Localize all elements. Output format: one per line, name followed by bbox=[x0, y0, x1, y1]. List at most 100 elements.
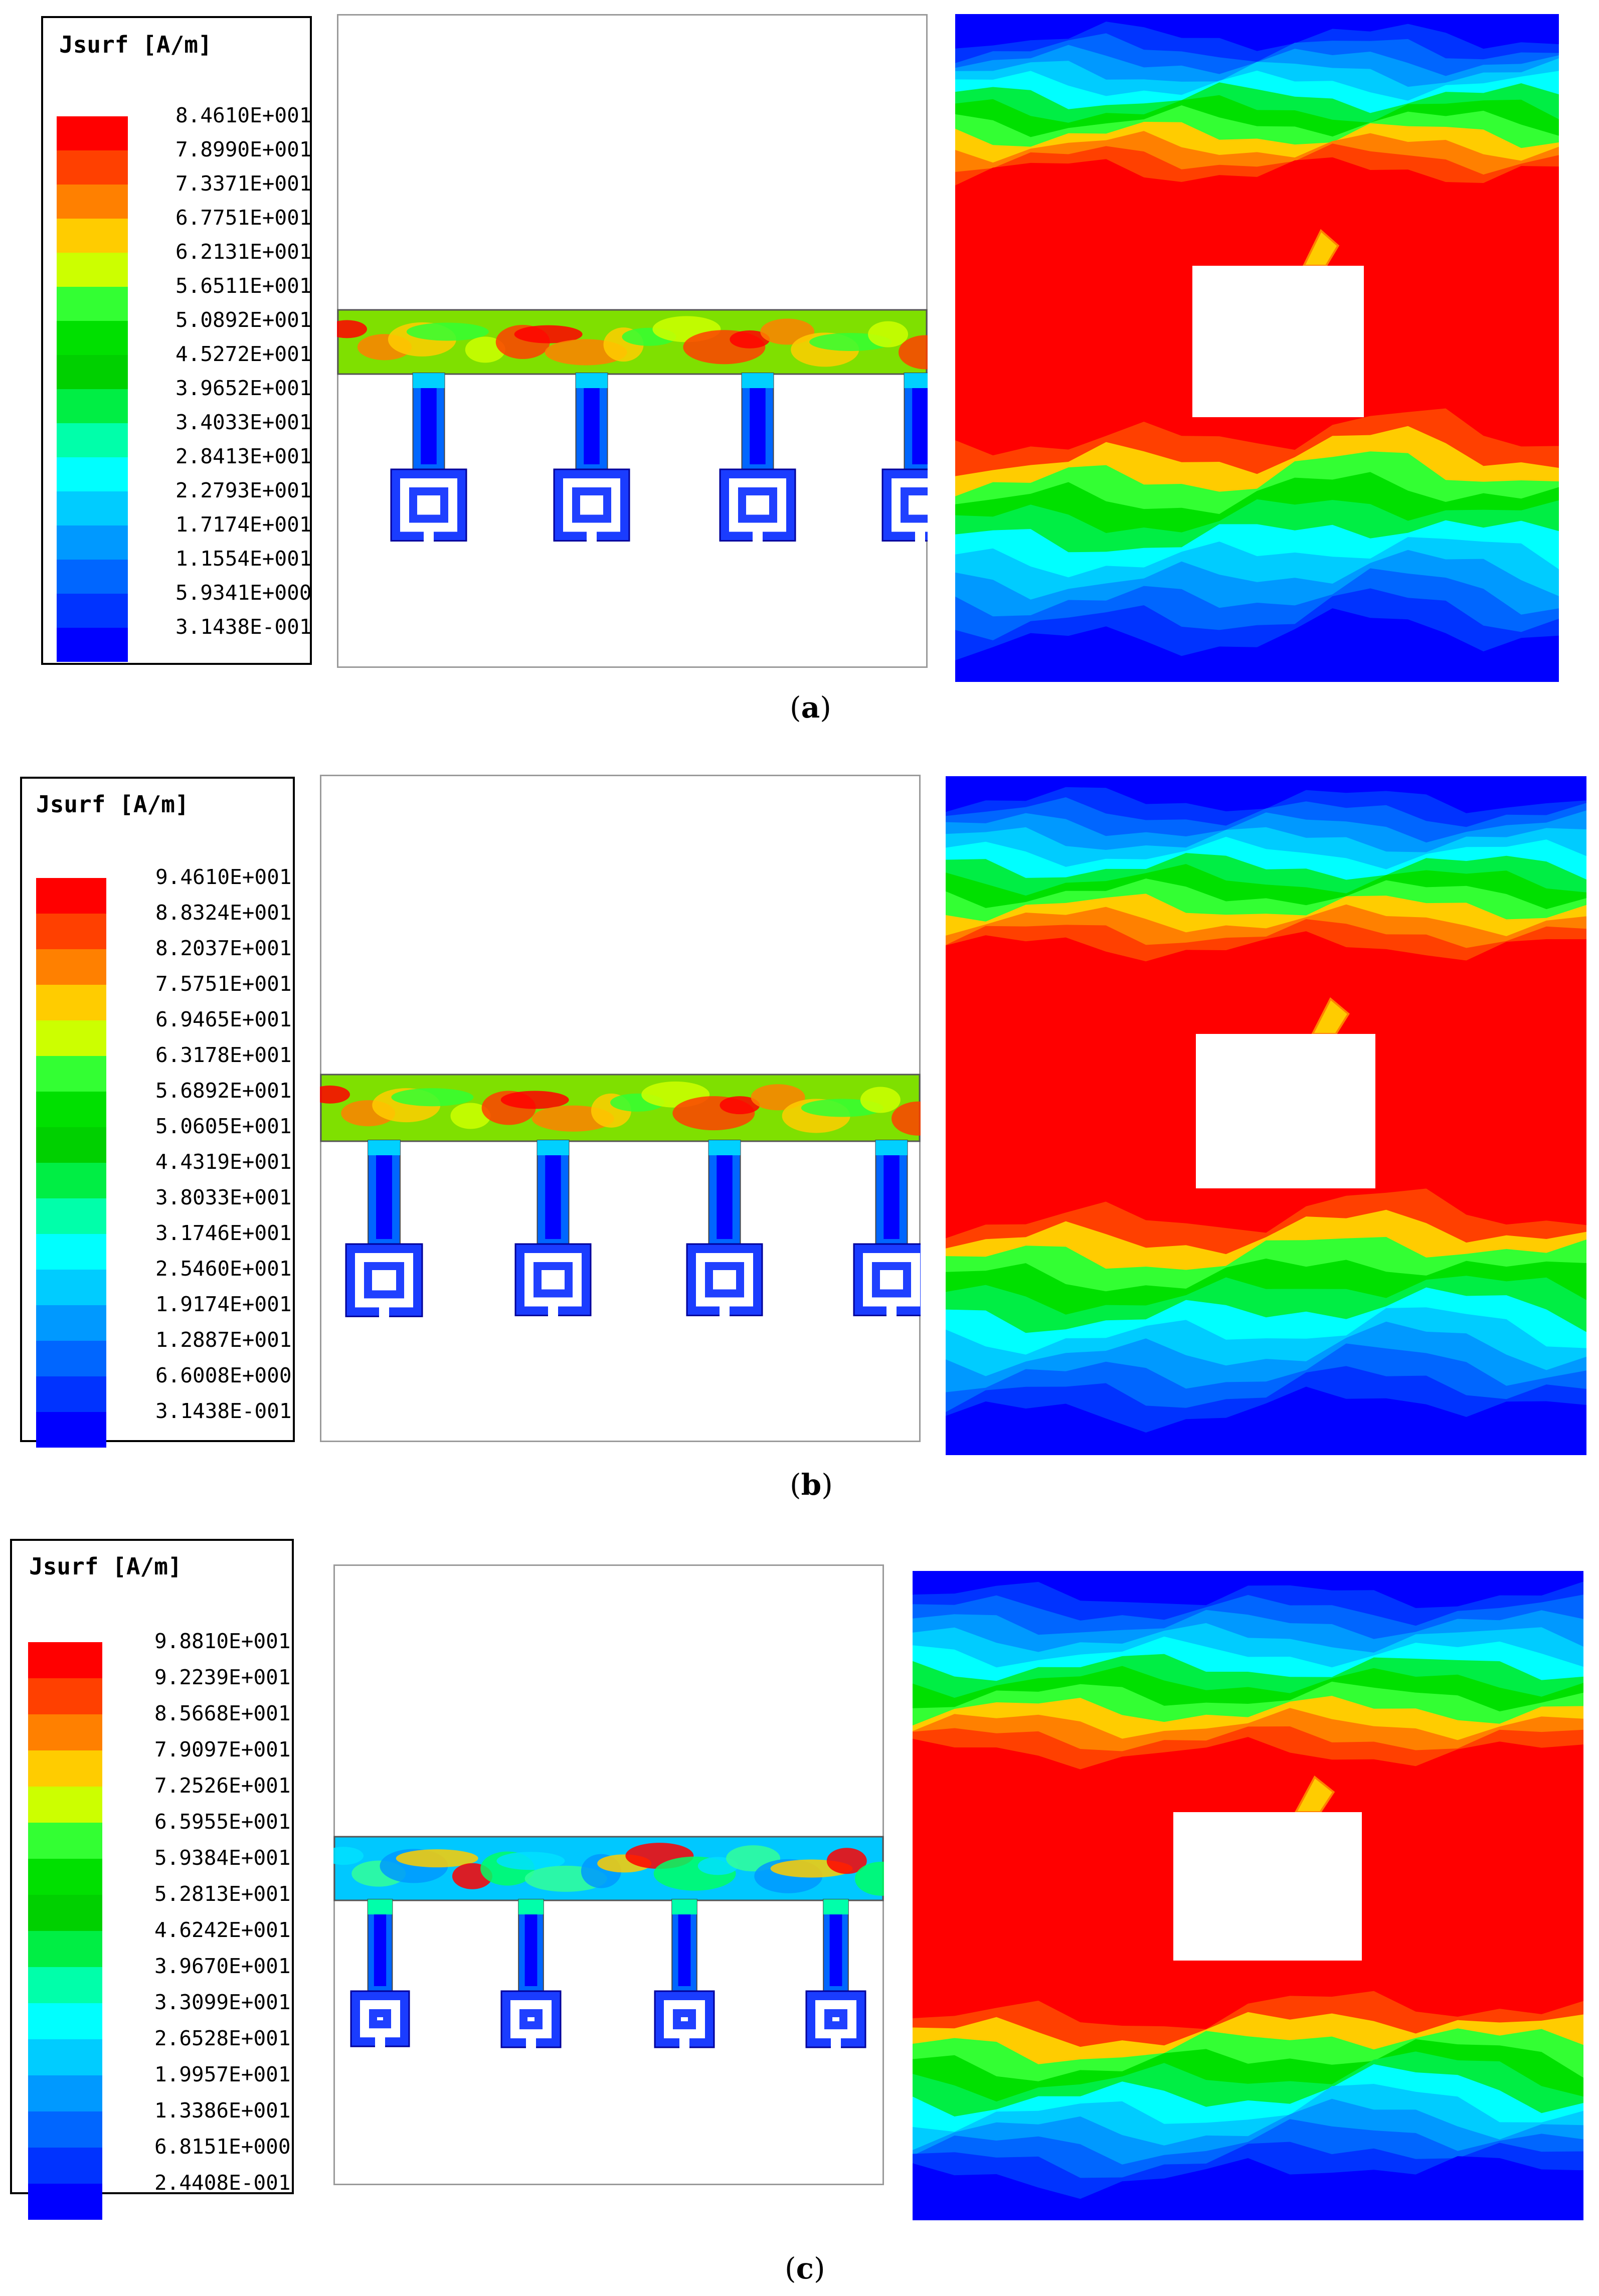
legend-swatch bbox=[28, 1750, 102, 1787]
legend-swatch bbox=[57, 423, 128, 457]
legend-value: 6.5955E+001 bbox=[154, 1810, 291, 1834]
srr-center bbox=[542, 1270, 565, 1290]
srr-split bbox=[379, 1306, 389, 1318]
srr-split bbox=[424, 531, 434, 542]
legend-swatch bbox=[36, 1127, 106, 1163]
caption-close: ) bbox=[820, 690, 831, 725]
legend-value: 5.0605E+001 bbox=[155, 1114, 292, 1138]
legend-swatch bbox=[28, 2039, 102, 2075]
legend-swatch bbox=[57, 253, 128, 287]
legend-value: 2.4408E-001 bbox=[154, 2171, 291, 2195]
legend-value: 8.4610E+001 bbox=[175, 103, 312, 127]
srr-center bbox=[417, 495, 440, 515]
patch-slot bbox=[1196, 1034, 1375, 1188]
legend-value: 3.3099E+001 bbox=[154, 1990, 291, 2014]
srr-split bbox=[720, 1305, 730, 1317]
legend-value: 5.9341E+000 bbox=[175, 581, 312, 605]
legend-value: 5.6511E+001 bbox=[175, 274, 312, 298]
legend-swatch bbox=[57, 491, 128, 525]
caption-open: ( bbox=[785, 2251, 796, 2285]
stub-junction bbox=[576, 373, 608, 388]
stub-core bbox=[524, 1910, 538, 1986]
zoomed-current-map bbox=[913, 1571, 1583, 2220]
current-blob bbox=[855, 1861, 884, 1896]
legend-swatch bbox=[36, 878, 106, 914]
legend-swatch bbox=[28, 2148, 102, 2184]
legend-swatch bbox=[36, 1270, 106, 1305]
legend-value: 6.6008E+000 bbox=[155, 1363, 292, 1387]
legend-swatch bbox=[36, 1056, 106, 1092]
legend-value: 5.6892E+001 bbox=[155, 1079, 292, 1103]
stub-junction bbox=[368, 1140, 400, 1155]
legend-value: 2.2793E+001 bbox=[175, 478, 312, 502]
legend-swatch bbox=[28, 1642, 102, 1678]
legend-value: 7.9097E+001 bbox=[154, 1737, 291, 1761]
srr-center bbox=[377, 2017, 383, 2021]
legend-value: 1.2887E+001 bbox=[155, 1328, 292, 1352]
stub-core bbox=[376, 1151, 392, 1239]
legend-swatch bbox=[57, 525, 128, 560]
legend-value: 9.8810E+001 bbox=[154, 1629, 291, 1653]
stub-junction bbox=[742, 373, 774, 388]
stub-core bbox=[750, 384, 766, 464]
legend-swatch bbox=[28, 1895, 102, 1931]
srr-center bbox=[909, 495, 928, 515]
legend-swatch bbox=[57, 457, 128, 491]
legend-value: 6.3178E+001 bbox=[155, 1043, 292, 1067]
legend-swatch bbox=[36, 1163, 106, 1198]
legend-value: 6.8151E+000 bbox=[154, 2135, 291, 2159]
feed-network-current-map bbox=[337, 309, 928, 542]
srr-center bbox=[580, 495, 603, 515]
legend-title: Jsurf [A/m] bbox=[36, 791, 189, 818]
current-blob bbox=[730, 330, 770, 348]
legend-swatch bbox=[57, 150, 128, 185]
legend-value: 6.7751E+001 bbox=[175, 206, 312, 230]
caption-close: ) bbox=[813, 2251, 825, 2285]
legend-title: Jsurf [A/m] bbox=[29, 1553, 182, 1580]
srr-split bbox=[526, 2037, 536, 2049]
stub-core bbox=[421, 384, 437, 464]
current-blob bbox=[892, 1101, 921, 1136]
stub-core bbox=[374, 1910, 387, 1986]
legend-value: 2.8413E+001 bbox=[175, 444, 312, 468]
srr-center bbox=[372, 1270, 396, 1291]
srr-center bbox=[880, 1270, 903, 1290]
srr-split bbox=[753, 531, 763, 542]
current-blob bbox=[450, 1103, 491, 1129]
stub-junction bbox=[708, 1140, 741, 1155]
legend-swatch bbox=[57, 321, 128, 355]
srr-split bbox=[886, 1305, 897, 1317]
legend-title: Jsurf [A/m] bbox=[59, 31, 212, 58]
current-blob bbox=[496, 1852, 565, 1870]
stub-junction bbox=[537, 1140, 569, 1155]
stub-core bbox=[545, 1151, 561, 1239]
current-contour bbox=[946, 1386, 1586, 1455]
zoomed-current-map bbox=[946, 776, 1586, 1455]
legend-swatch bbox=[28, 1787, 102, 1823]
legend-value: 7.2526E+001 bbox=[154, 1774, 291, 1798]
legend-swatch bbox=[28, 1823, 102, 1859]
legend-swatch bbox=[36, 949, 106, 985]
current-blob bbox=[500, 1091, 569, 1109]
legend-swatch bbox=[57, 594, 128, 628]
current-contour bbox=[913, 2156, 1583, 2220]
patch-slot bbox=[1173, 1812, 1362, 1961]
srr-split bbox=[679, 2037, 689, 2049]
current-blob bbox=[333, 1847, 364, 1865]
current-blob bbox=[720, 1096, 760, 1115]
srr-center bbox=[681, 2017, 688, 2022]
legend-value: 3.4033E+001 bbox=[175, 410, 312, 434]
legend-swatch bbox=[36, 985, 106, 1020]
legend-value: 3.1438E-001 bbox=[175, 615, 312, 639]
panel-caption: (b) bbox=[790, 1468, 833, 1502]
legend-value: 3.8033E+001 bbox=[155, 1185, 292, 1209]
legend-value: 9.2239E+001 bbox=[154, 1665, 291, 1689]
caption-letter: a bbox=[801, 690, 820, 725]
srr-split bbox=[915, 531, 925, 542]
legend-value: 4.4319E+001 bbox=[155, 1150, 292, 1174]
legend-swatch bbox=[28, 2184, 102, 2220]
stub-core bbox=[584, 384, 600, 464]
legend-swatch bbox=[28, 1678, 102, 1714]
current-contour bbox=[955, 608, 1559, 682]
legend-value: 3.9670E+001 bbox=[154, 1954, 291, 1978]
